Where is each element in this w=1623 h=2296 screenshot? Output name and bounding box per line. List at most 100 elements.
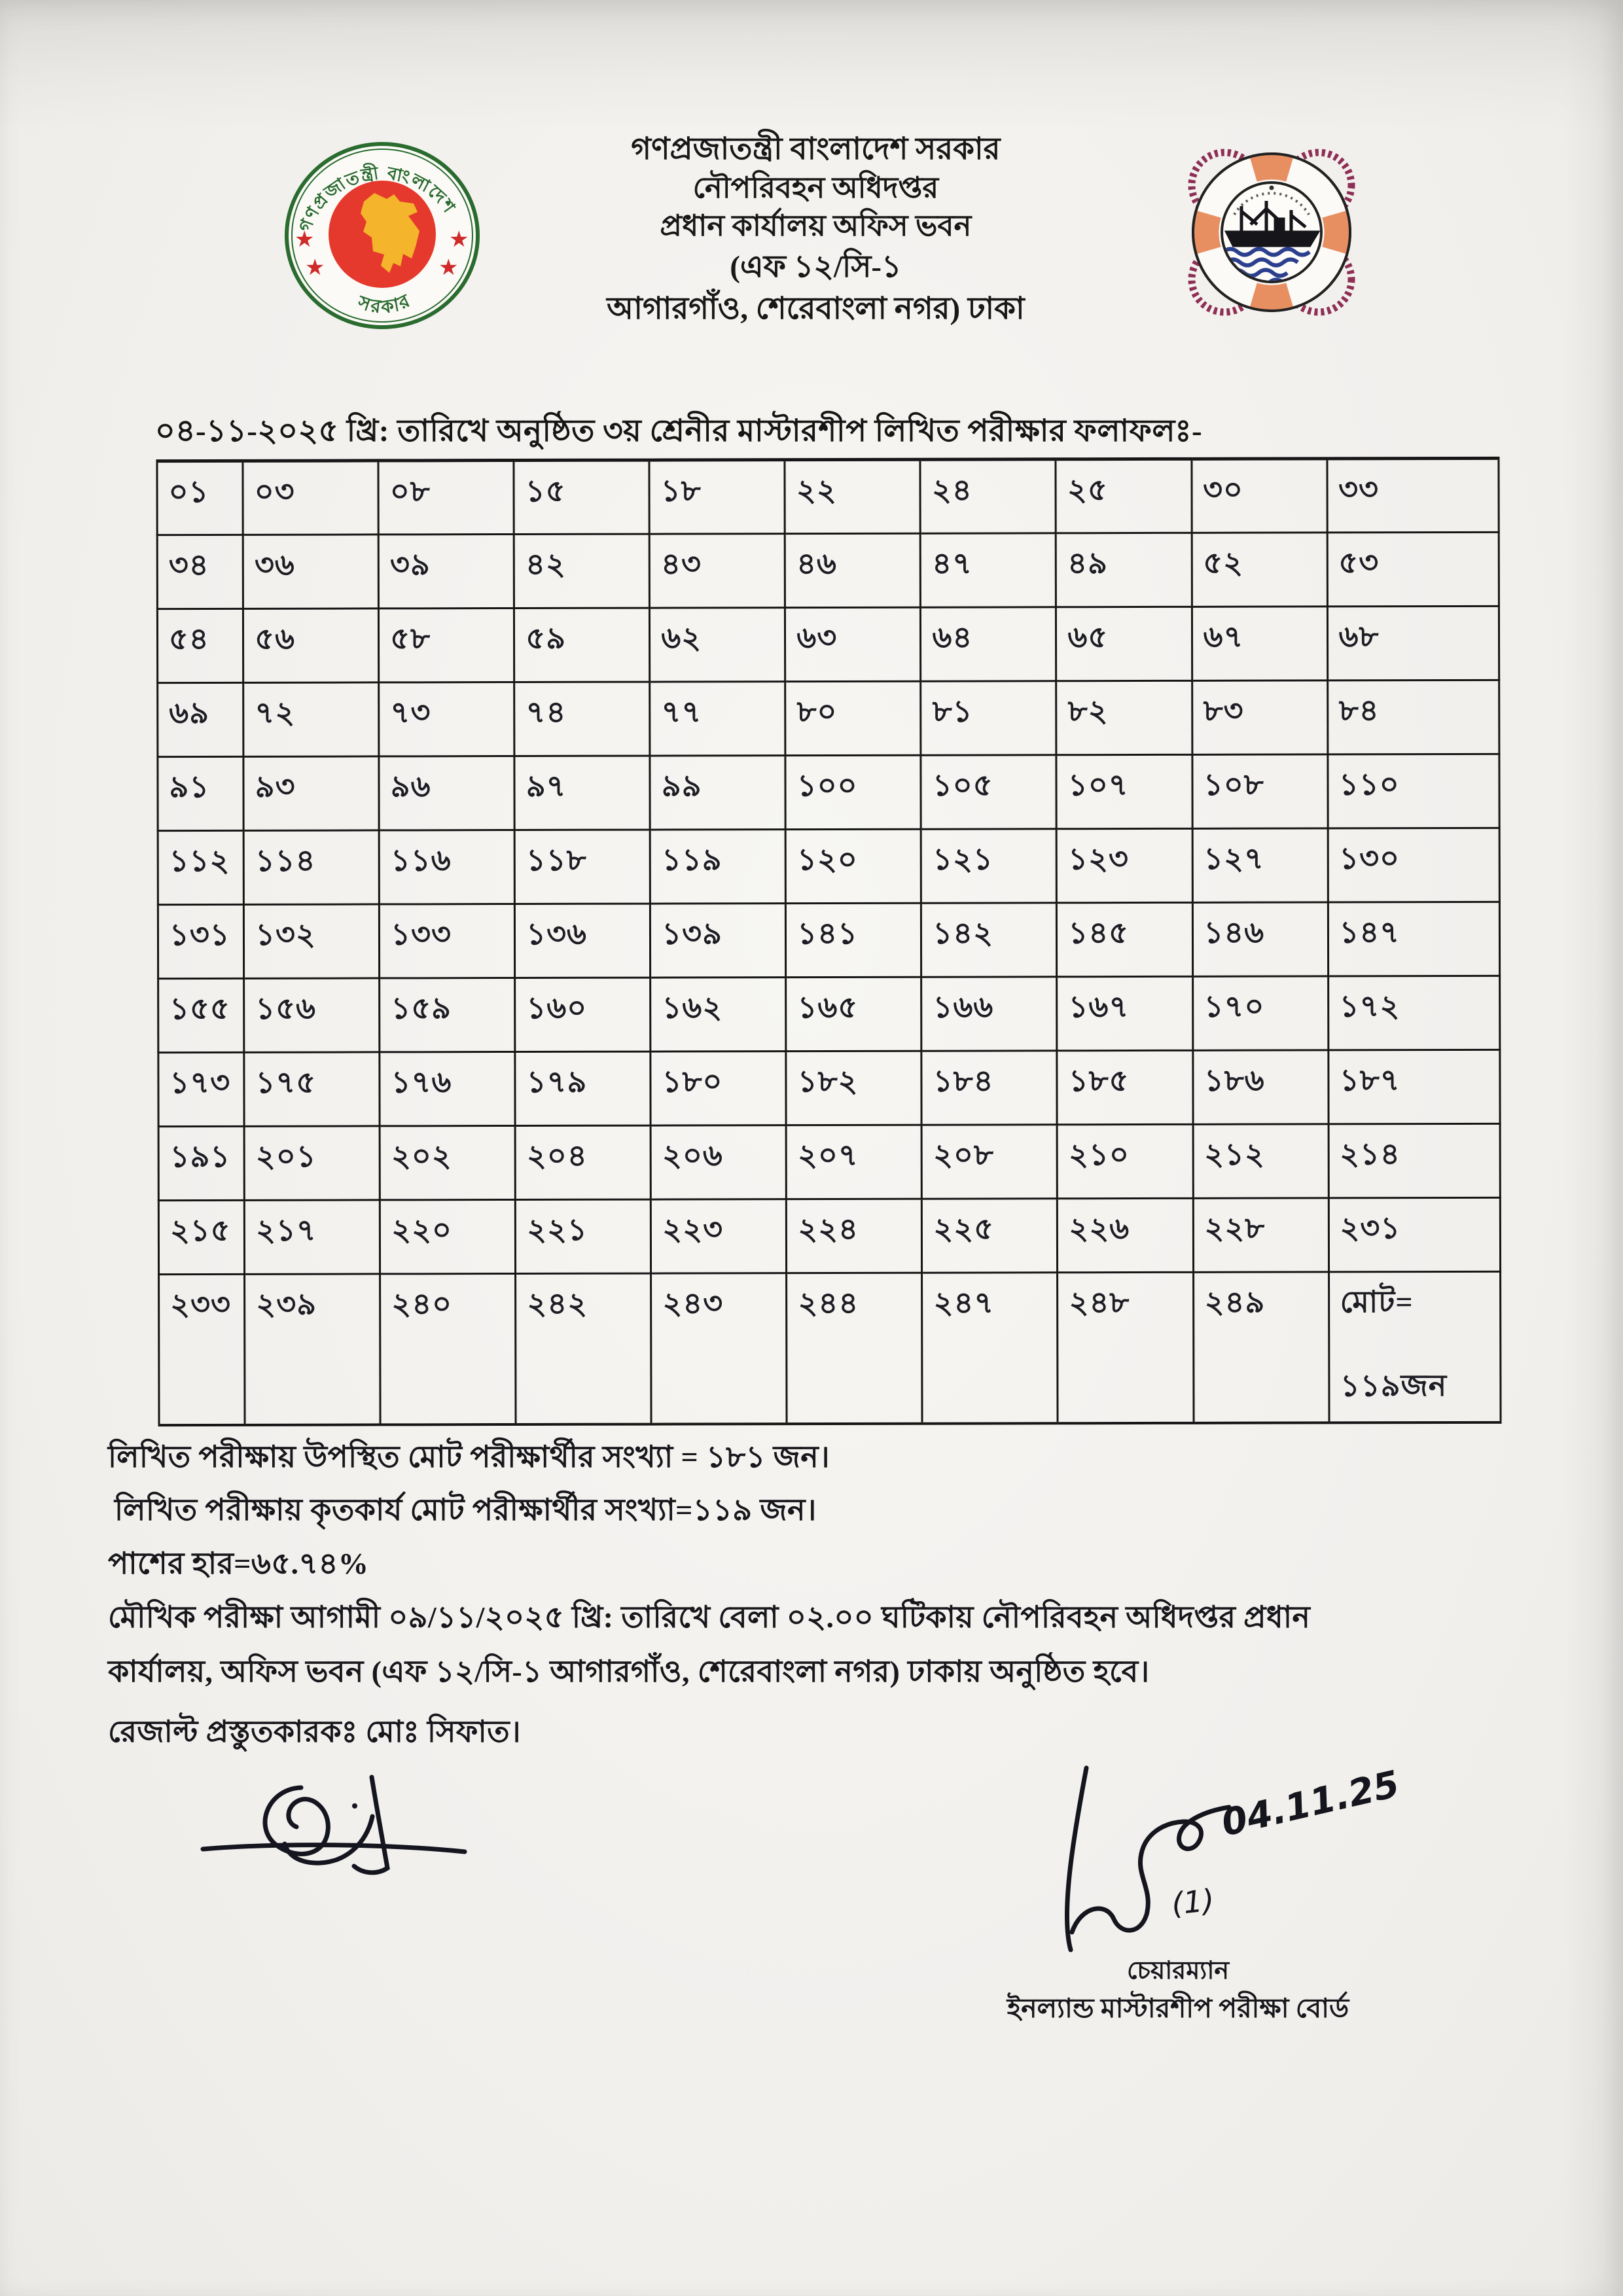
- roll-number-cell: ১১২: [158, 830, 244, 905]
- total-value: ১১৯জন: [1340, 1369, 1448, 1403]
- letterhead: গণপ্রজাতন্ত্রী বাংলাদেশ সরকার নৌপরিবহন অ…: [607, 134, 1025, 325]
- org-address-1: (এফ ১২/সি-১: [730, 250, 902, 284]
- roll-number-cell: ১৫৫: [158, 978, 245, 1053]
- roll-number-cell: ৮১: [921, 680, 1057, 756]
- svg-text:★: ★: [305, 256, 325, 280]
- svg-text:★: ★: [449, 228, 469, 252]
- roll-number-cell: ৩৩: [1327, 458, 1499, 533]
- signature-note: (1): [1170, 1882, 1216, 1922]
- svg-text:★: ★: [294, 228, 314, 252]
- roll-number-cell: ২০২: [380, 1125, 516, 1200]
- roll-number-cell: ১২৩: [1056, 828, 1192, 903]
- table-row: ৬৯ ৭২ ৭৩ ৭৪ ৭৭ ৮০ ৮১ ৮২ ৮৩ ৮৪: [157, 680, 1499, 757]
- roll-number-cell: ১১০: [1327, 754, 1500, 828]
- table-row: ১৩১ ১৩২ ১৩৩ ১৩৬ ১৩৯ ১৪১ ১৪২ ১৪৫ ১৪৬ ১৪৭: [158, 902, 1500, 979]
- table-row: ০১ ০৩ ০৮ ১৫ ১৮ ২২ ২৪ ২৫ ৩০ ৩৩: [156, 458, 1499, 535]
- table-row: ১১২ ১১৪ ১১৬ ১১৮ ১১৯ ১২০ ১২১ ১২৩ ১২৭ ১৩০: [158, 828, 1500, 905]
- org-dept: নৌপরিবহন অধিদপ্তর: [692, 171, 939, 204]
- roll-number-cell: ১০০: [785, 755, 921, 830]
- roll-number-cell: ৬৫: [1056, 607, 1192, 681]
- roll-number-cell: ৪৭: [920, 533, 1056, 608]
- bangladesh-map-shape: [361, 193, 419, 273]
- roll-number-cell: ৫৮: [378, 608, 514, 682]
- roll-number-cell: ৬২: [649, 607, 786, 682]
- roll-number-cell: ২১০: [1057, 1124, 1193, 1199]
- roll-number-cell: ২০৮: [921, 1124, 1058, 1199]
- roll-number-cell: ১৭০: [1192, 976, 1329, 1051]
- svg-text:★: ★: [438, 256, 458, 280]
- roll-number-cell: ১০৭: [1056, 754, 1192, 829]
- roll-number-cell: ৮০: [785, 681, 921, 756]
- roll-number-cell: ২২৮: [1192, 1197, 1329, 1273]
- roll-number-cell: ১৬৭: [1057, 976, 1193, 1051]
- roll-number-cell: ১৪২: [921, 902, 1058, 978]
- roll-number-cell: ২২৫: [921, 1198, 1058, 1273]
- table-row: ১৭৩ ১৭৫ ১৭৬ ১৭৯ ১৮০ ১৮২ ১৮৪ ১৮৫ ১৮৬ ১৮৭: [158, 1050, 1501, 1127]
- roll-number-cell: ১৪১: [785, 903, 922, 978]
- roll-number-cell: ৮৪: [1327, 680, 1499, 754]
- roll-number-cell: ২৩৯: [244, 1273, 381, 1425]
- roll-number-cell: ২৪: [920, 459, 1056, 534]
- roll-number-cell: ৯৬: [379, 756, 515, 830]
- roll-number-cell: ১১৮: [514, 830, 651, 904]
- roll-number-cell: ২১৪: [1328, 1123, 1501, 1198]
- roll-number-cell: ৬৯: [157, 682, 244, 757]
- roll-number-cell: ১৫৬: [243, 978, 380, 1053]
- roll-number-cell: ১০৫: [921, 754, 1057, 830]
- roll-number-cell: ৯৩: [243, 756, 380, 831]
- roll-number-cell: ১৩০: [1327, 828, 1500, 902]
- roll-number-cell: ৬৩: [785, 607, 921, 682]
- roll-number-cell: ১৩৩: [379, 904, 515, 978]
- summary-appeared: লিখিত পরীক্ষায় উপস্থিত মোট পরীক্ষার্থীর…: [108, 1440, 830, 1474]
- roll-number-cell: ২২১: [515, 1199, 651, 1274]
- roll-number-cell: ১৬৫: [785, 977, 922, 1051]
- roll-number-cell: ৯১: [157, 756, 244, 831]
- viva-notice-line1: মৌখিক পরীক্ষা আগামী ০৯/১১/২০২৫ খ্রি: তার…: [108, 1600, 1311, 1634]
- roll-number-cell: ২০৪: [515, 1125, 651, 1200]
- roll-number-cell: ১৮৪: [921, 1050, 1058, 1125]
- summary-passed: লিখিত পরীক্ষায় কৃতকার্য মোট পরীক্ষার্থী…: [115, 1493, 817, 1527]
- roll-number-cell: ১২৭: [1192, 828, 1328, 903]
- org-office: প্রধান কার্যালয় অফিস ভবন: [660, 209, 972, 242]
- roll-number-cell: ২২০: [380, 1199, 516, 1274]
- roll-number-cell: ২৪৯: [1193, 1271, 1329, 1423]
- roll-number-cell: ২৪০: [380, 1273, 516, 1424]
- government-seal: গণপ্রজাতন্ত্রী বাংলাদেশ সরকার ★ ★ ★ ★: [280, 139, 484, 332]
- shipping-seal-graphic: [1188, 149, 1355, 316]
- ship-icon: [1224, 201, 1320, 247]
- department-of-shipping-seal: [1167, 133, 1376, 332]
- table-row: ২৩৩ ২৩৯ ২৪০ ২৪২ ২৪৩ ২৪৪ ২৪৭ ২৪৮ ২৪৯ মোট= ১১৯জন: [158, 1271, 1501, 1425]
- roll-number-cell: ৯৯: [650, 755, 786, 830]
- roll-number-cell: ২২: [785, 459, 921, 534]
- roll-number-cell: ১৬৬: [921, 976, 1058, 1051]
- government-seal-graphic: গণপ্রজাতন্ত্রী বাংলাদেশ সরকার ★ ★ ★ ★: [285, 142, 480, 329]
- roll-number-cell: ১৩৯: [650, 903, 786, 978]
- roll-number-cell: ১৯১: [158, 1126, 245, 1201]
- roll-number-cell: ৪৯: [1056, 533, 1192, 607]
- roll-number-cell: ২৪৩: [651, 1273, 787, 1424]
- roll-number-cell: ৩০: [1191, 458, 1327, 533]
- roll-number-cell: ২০৭: [786, 1125, 922, 1199]
- signature-date: 04.11.25: [1218, 1763, 1404, 1845]
- roll-number-cell: ১৭২: [1328, 976, 1500, 1050]
- viva-notice-line2: কার্যালয়, অফিস ভবন (এফ ১২/সি-১ আগারগাঁও…: [108, 1655, 1150, 1688]
- roll-number-cell: ১৮৭: [1328, 1050, 1501, 1124]
- roll-number-cell: ১৭৯: [515, 1051, 651, 1126]
- roll-number-cell: ১১৪: [243, 830, 380, 905]
- roll-number-cell: ১৭৫: [244, 1051, 380, 1127]
- roll-number-cell: ২২৬: [1057, 1198, 1194, 1273]
- roll-number-cell: ২১২: [1192, 1123, 1329, 1199]
- roll-number-cell: ১৩২: [243, 904, 380, 979]
- roll-number-cell: ২১৫: [158, 1200, 245, 1275]
- roll-number-cell: ১৬০: [514, 978, 651, 1052]
- roll-number-cell: ৫৬: [243, 608, 379, 683]
- roll-number-cell: ১৮২: [786, 1051, 922, 1125]
- roll-number-cell: ০৩: [243, 460, 379, 535]
- roll-number-cell: ২২৪: [786, 1199, 922, 1273]
- roll-number-cell: ৯৭: [514, 756, 651, 830]
- roll-number-cell: ৩৬: [243, 534, 379, 609]
- roll-number-cell: ২৩১: [1328, 1197, 1501, 1272]
- roll-number-cell: ১২০: [785, 829, 921, 904]
- roll-number-cell: ১৪৬: [1192, 902, 1329, 977]
